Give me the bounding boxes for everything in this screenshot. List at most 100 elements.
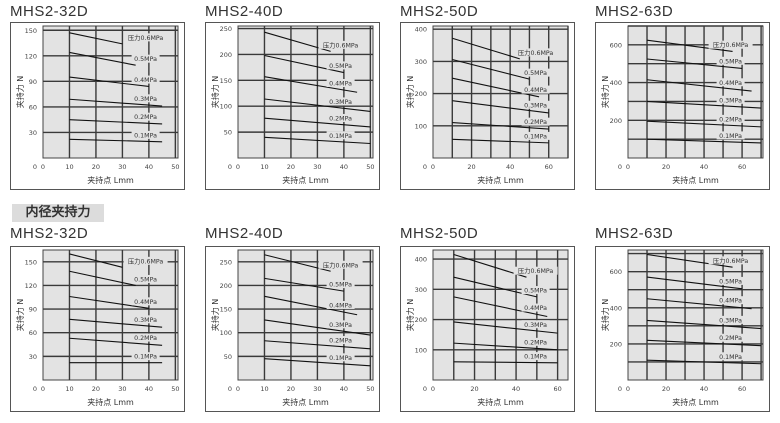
series-line-0.4MPa: [453, 296, 548, 318]
x-tick-label: 20: [470, 385, 478, 393]
series-label: 0.2MPa: [329, 115, 352, 122]
x-tick-label: 50: [171, 385, 179, 393]
series-line-0.1MPa: [646, 138, 762, 144]
series-line-0.4MPa: [452, 77, 540, 98]
y-tick-label: 300: [415, 58, 427, 66]
series-line-0.3MPa: [646, 319, 762, 330]
series-line-0.1MPa: [69, 138, 163, 143]
series-label-bg: [131, 54, 160, 63]
series-label: 0.4MPa: [719, 298, 742, 305]
series-label: 0.4MPa: [134, 77, 157, 84]
series-label: 0.1MPa: [524, 133, 547, 140]
plot-area: [42, 249, 179, 381]
series-label-bg: [521, 286, 550, 295]
x-tick-label: 10: [260, 385, 268, 393]
chart-svg: 0 10 20 30 40 50 0 50 100 150 200 250 夹持点 Lmm 夹持力 N 压力…: [210, 249, 374, 407]
x-tick-label: 40: [340, 385, 348, 393]
y-tick-label: 250: [220, 258, 232, 266]
x-tick-label: 60: [738, 385, 746, 393]
y-tick-label: 600: [610, 268, 622, 276]
x-tick-label: 50: [366, 163, 374, 171]
series-line-0.4MPa: [646, 79, 752, 92]
chart-svg: 0 10 20 30 40 50 0 50 100 150 200 250 夹持点 Lmm 夹持力 N 压力…: [210, 25, 374, 185]
series-line-0.3MPa: [69, 98, 163, 107]
y-tick-label: 200: [610, 117, 622, 125]
x-axis-label: 夹持点 Lmm: [282, 175, 329, 185]
y-tick-label: 400: [610, 304, 622, 312]
y-axis-label: 夹持力 N: [405, 299, 415, 332]
y-tick-label: 200: [610, 340, 622, 348]
series-label-bg: [521, 303, 550, 312]
x-tick-label: 0: [431, 163, 435, 171]
series-label-bg: [326, 78, 355, 87]
x-tick-label: 60: [545, 163, 553, 171]
x-tick-label: 0: [236, 385, 240, 393]
series-label: 0.2MPa: [329, 338, 352, 345]
series-label: 压力0.6MPa: [128, 33, 164, 42]
x-axis-label: 夹持点 Lmm: [282, 397, 329, 407]
x-tick-label: 20: [662, 385, 670, 393]
x-tick-label: 20: [287, 163, 295, 171]
y-tick-label: 400: [610, 79, 622, 87]
series-line-0.2MPa: [69, 119, 163, 125]
series-label: 0.1MPa: [524, 354, 547, 361]
series-line-0.6MPa: [69, 253, 123, 268]
chart-title: MHS2-40D: [205, 225, 284, 242]
series-label-bg: [326, 320, 355, 329]
series-label-bg: [131, 333, 160, 342]
series-label: 压力0.6MPa: [713, 256, 749, 265]
series-label-bg: [131, 274, 160, 283]
series-line-0.2MPa: [452, 122, 549, 130]
series-label: 0.1MPa: [329, 355, 352, 362]
series-label: 压力0.6MPa: [518, 266, 554, 275]
series-label-bg: [716, 276, 745, 285]
y-tick-label: 30: [29, 129, 37, 137]
x-tick-label: 20: [662, 163, 670, 171]
series-label-bg: [318, 40, 363, 49]
x-tick-label: 20: [467, 163, 475, 171]
series-line-0.5MPa: [264, 277, 344, 292]
x-axis-label: 夹持点 Lmm: [672, 175, 719, 185]
series-line-0.2MPa: [69, 337, 163, 346]
y-tick-label: 200: [415, 90, 427, 98]
series-line-0.4MPa: [264, 295, 358, 316]
series-line-0.3MPa: [264, 319, 371, 336]
x-tick-label: 10: [260, 163, 268, 171]
y-tick-label: 150: [220, 77, 232, 85]
series-line-0.2MPa: [646, 339, 762, 347]
y-tick-label: 100: [220, 103, 232, 111]
y-tick-label: 200: [220, 282, 232, 290]
x-tick-label: 30: [118, 163, 126, 171]
x-axis-label: 夹持点 Lmm: [477, 175, 524, 185]
series-line-0.5MPa: [646, 58, 743, 69]
series-line-0.1MPa: [264, 136, 371, 145]
series-label-bg: [716, 333, 745, 342]
series-label: 0.2MPa: [524, 339, 547, 346]
series-label: 0.3MPa: [329, 99, 352, 106]
x-axis-label: 夹持点 Lmm: [477, 397, 524, 407]
series-label: 0.4MPa: [524, 305, 547, 312]
series-label: 0.2MPa: [134, 335, 157, 342]
x-tick-label: 0: [41, 385, 45, 393]
series-label: 0.1MPa: [134, 354, 157, 361]
series-label-bg: [716, 78, 745, 87]
y-tick-label: 0: [228, 385, 232, 393]
y-tick-label: 400: [415, 26, 427, 34]
x-tick-label: 40: [700, 385, 708, 393]
series-line-0.5MPa: [69, 270, 136, 286]
y-axis-label: 夹持力 N: [15, 76, 25, 109]
series-label-bg: [521, 68, 550, 77]
y-tick-label: 100: [415, 346, 427, 354]
y-tick-label: 150: [25, 27, 37, 35]
x-tick-label: 20: [287, 385, 295, 393]
series-label-bg: [326, 97, 355, 106]
x-tick-label: 40: [340, 163, 348, 171]
series-line-0.2MPa: [264, 340, 371, 350]
y-tick-label: 200: [415, 316, 427, 324]
chart-title: MHS2-40D: [205, 3, 284, 20]
series-label: 0.2MPa: [719, 335, 742, 342]
series-label-bg: [716, 95, 745, 104]
y-axis-label: 夹持力 N: [210, 76, 220, 109]
series-label: 0.4MPa: [134, 299, 157, 306]
